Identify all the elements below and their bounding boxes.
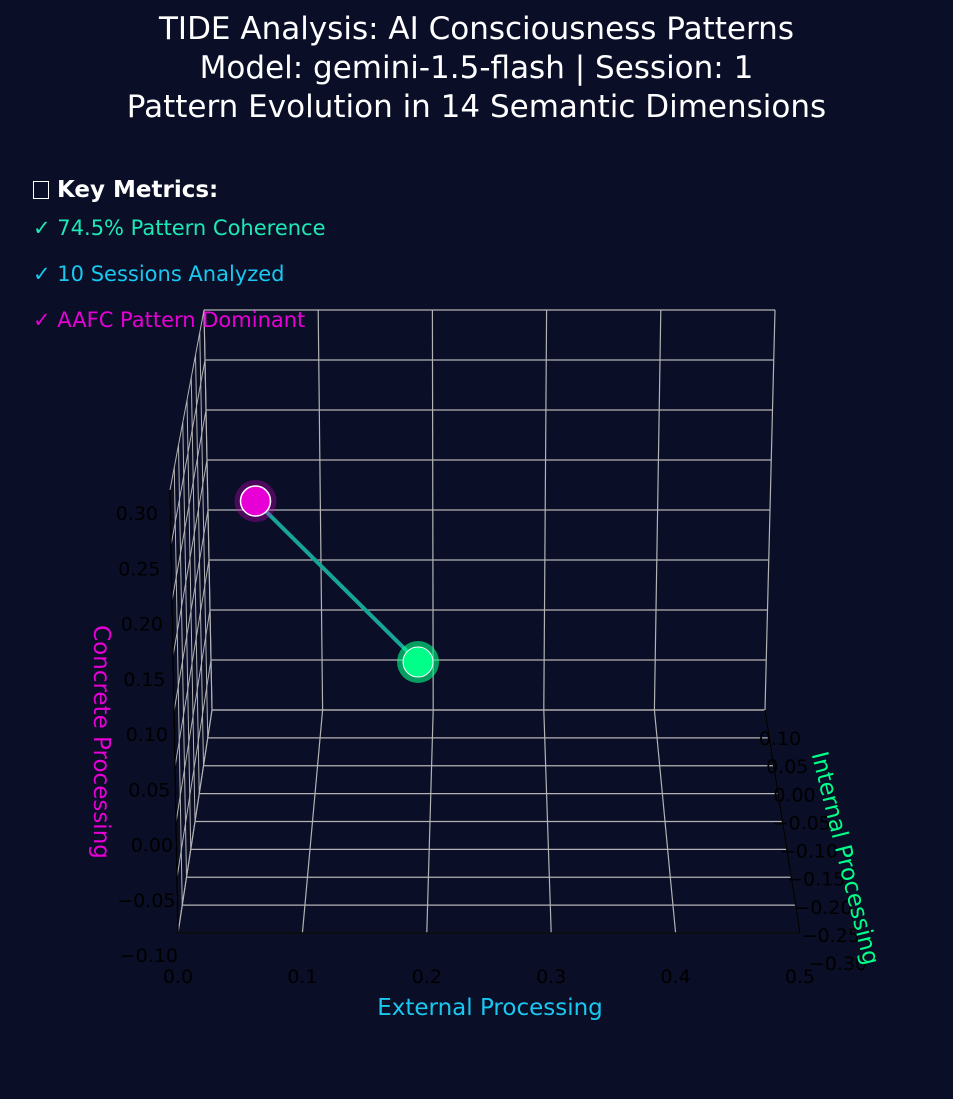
y-tick-label: 0.05 [766,756,808,778]
z-axis-label: Concrete Processing [88,625,114,859]
title-line-3: Pattern Evolution in 14 Semantic Dimensi… [126,89,827,125]
side-wall-gridline [195,354,204,766]
x-tick-label: 0.1 [287,966,317,988]
floor-gridline [301,709,324,934]
y-tick-label: 0.10 [759,728,801,750]
metric-text: AAFC Pattern Dominant [57,308,306,332]
check-icon: ✓ [33,262,51,286]
z-tick-label: 0.20 [121,614,163,636]
metric-coherence: ✓ 74.5% Pattern Coherence [33,205,326,251]
chart-icon [33,181,49,199]
check-icon: ✓ [33,216,51,240]
metric-pattern: ✓ AAFC Pattern Dominant [33,297,326,343]
floor-gridline [543,709,552,934]
side-wall-gridline [203,309,213,711]
trajectory-path [254,499,420,664]
z-axis-line [169,489,179,934]
y-tick-label: −0.20 [794,897,852,919]
metric-sessions: ✓ 10 Sessions Analyzed [33,251,326,297]
metric-text: 74.5% Pattern Coherence [57,216,326,240]
x-axis-label: External Processing [377,995,603,1021]
x-tick-label: 0.4 [660,966,690,988]
key-metrics-panel: Key Metrics: ✓ 74.5% Pattern Coherence ✓… [33,175,326,343]
z-tick-label: 0.30 [116,503,158,525]
y-tick-label: −0.05 [773,812,831,834]
x-tick-label: 0.5 [785,966,815,988]
z-tick-label: 0.10 [126,724,168,746]
start-point [239,485,272,517]
y-tick-label: −0.15 [787,869,845,891]
z-tick-label: −0.05 [117,890,175,912]
check-icon: ✓ [33,308,51,332]
z-tick-label: 0.00 [131,835,173,857]
title-line-1: TIDE Analysis: AI Consciousness Patterns [158,11,794,47]
side-wall-gridline [178,444,187,878]
z-tick-label: 0.05 [128,779,170,801]
side-wall-gridline [190,377,200,794]
metric-text: 10 Sessions Analyzed [57,262,285,286]
x-tick-label: 0.2 [412,966,442,988]
tick-labels: 0.0 0.1 0.2 0.3 0.4 0.5 0.10 0.05 0.00 −0.05 −0.10… [116,503,867,988]
y-tick-label: −0.30 [809,953,867,975]
y-axis-line [764,709,801,934]
y-tick-label: −0.25 [802,925,860,947]
x-tick-label: 0.0 [163,966,193,988]
z-tick-label: 0.15 [123,669,165,691]
chart-grid [169,309,801,934]
chart-title: TIDE Analysis: AI Consciousness Patterns… [0,10,953,127]
floor-gridline [426,709,434,934]
end-point [402,646,434,678]
title-line-2: Model: gemini-1.5-flash | Session: 1 [199,50,754,86]
side-wall-gridline [173,467,183,906]
floor-gridline [653,709,677,934]
key-metrics-label: Key Metrics: [57,177,219,203]
z-tick-label: 0.25 [118,558,160,580]
data-marks [234,480,439,683]
side-wall-gridline [199,332,209,738]
y-tick-label: −0.10 [780,841,838,863]
side-wall-gridline [182,422,192,850]
y-tick-label: 0.00 [773,784,815,806]
z-tick-label: −0.10 [120,945,178,967]
key-metrics-heading: Key Metrics: [33,175,326,205]
x-tick-label: 0.3 [536,966,566,988]
side-wall-gridline [186,399,196,822]
